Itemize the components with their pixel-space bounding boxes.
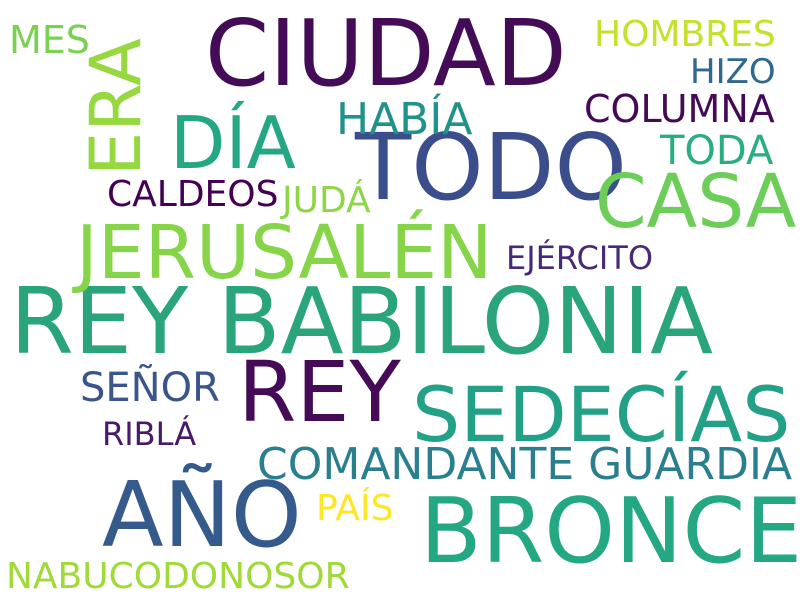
word-sedecias: SEDECÍAS: [412, 370, 791, 459]
word-columna: COLUMNA: [584, 87, 775, 131]
word-senor: SEÑOR: [80, 365, 220, 411]
word-rey: REY: [238, 343, 401, 441]
word-rey-babilonia: REY BABILONIA: [10, 268, 714, 375]
word-nabucodonosor: NABUCODONOSOR: [6, 556, 350, 597]
word-pais: PAÍS: [316, 488, 394, 529]
word-ejercito: EJÉRCITO: [506, 239, 654, 277]
word-caldeos: CALDEOS: [107, 174, 279, 215]
word-ribla: RIBLÁ: [102, 415, 197, 453]
word-hizo: HIZO: [690, 52, 776, 92]
word-comandante-guardia: COMANDANTE GUARDIA: [257, 439, 793, 490]
word-todo: TODO: [355, 114, 627, 221]
word-mes: MES: [9, 18, 90, 62]
word-dia: DÍA: [170, 101, 296, 185]
word-jerusalen: JERUSALÉN: [76, 210, 493, 296]
word-ano: AÑO: [102, 463, 302, 568]
word-toda: TODA: [660, 128, 774, 174]
word-casa: CASA: [595, 159, 797, 245]
word-habia: HABÍA: [336, 94, 473, 145]
word-ciudad: CIUDAD: [205, 0, 567, 107]
word-era: ERA: [75, 38, 157, 176]
word-juda: JUDÁ: [282, 180, 371, 221]
word-hombres: HOMBRES: [594, 14, 776, 55]
word-bronce: BRONCE: [420, 479, 800, 584]
